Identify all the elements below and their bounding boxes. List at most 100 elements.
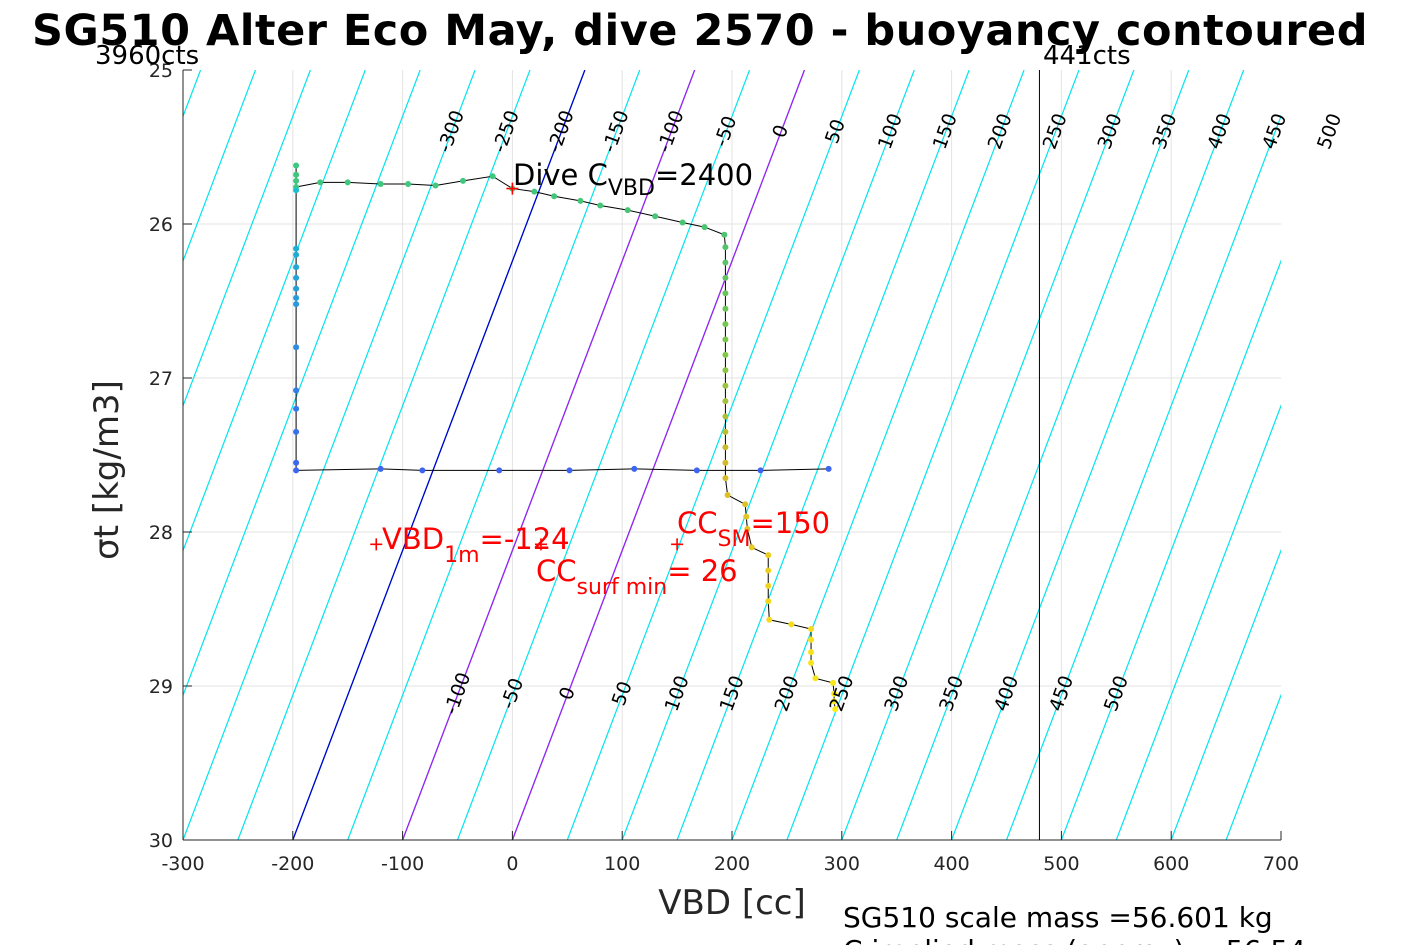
data-point — [693, 467, 700, 474]
data-point — [293, 344, 300, 351]
y-tick-label: 27 — [149, 368, 173, 390]
contour-line — [566, 70, 860, 840]
data-series — [293, 162, 839, 713]
contour-label-bottom: 250 — [825, 673, 858, 715]
annotation-cc-sm-suffix: =150 — [750, 506, 830, 540]
contour-label-top: -50 — [710, 113, 741, 150]
data-point — [293, 294, 300, 301]
contour-line — [896, 70, 1190, 840]
contour-label-bottom: 300 — [880, 673, 913, 715]
highlight-line — [401, 70, 696, 840]
data-point — [742, 501, 749, 508]
data-point — [293, 251, 300, 258]
data-point — [293, 387, 300, 394]
data-point — [531, 188, 538, 195]
annotation-cc-surf-min: CCsurf min= 26 — [536, 554, 738, 600]
data-point — [748, 544, 755, 551]
data-point — [744, 525, 751, 532]
contour-label-bottom: -100 — [440, 670, 475, 718]
footer-implied-mass: C implied mass (approx) = 56.54 — [843, 934, 1306, 945]
data-point — [722, 274, 729, 281]
footer-scale-mass: SG510 scale mass =56.601 kg — [843, 901, 1273, 934]
contour-line — [676, 70, 970, 840]
contour-label-bottom: 150 — [716, 673, 749, 715]
data-point — [344, 179, 351, 186]
contour-label-top: 400 — [1203, 111, 1236, 153]
data-point — [577, 197, 584, 204]
data-point — [293, 264, 300, 271]
data-point — [765, 582, 772, 589]
data-point — [293, 274, 300, 281]
data-point — [722, 351, 729, 358]
corner-left-label: 3960cts — [95, 41, 199, 71]
data-point — [566, 467, 573, 474]
contour-label-bottom: 500 — [1100, 673, 1133, 715]
y-axis-label-group: σt [kg/m3] — [87, 380, 127, 560]
data-point — [722, 428, 729, 435]
contour-label-bottom: 50 — [608, 678, 637, 708]
data-point — [624, 207, 631, 214]
contour-line — [347, 70, 641, 840]
data-point — [788, 621, 795, 628]
data-point — [722, 244, 729, 251]
contour-line — [183, 70, 476, 840]
contour-line — [621, 70, 915, 840]
grid — [183, 70, 1281, 840]
contour-label-bottom: 450 — [1045, 673, 1078, 715]
x-tick-label: 600 — [1153, 853, 1189, 875]
chart-title: SG510 Alter Eco May, dive 2570 - buoyanc… — [32, 6, 1368, 56]
annotation-vbd-1m-sub: 1m — [444, 543, 479, 568]
marker-plus — [370, 538, 383, 551]
contour-line — [786, 70, 1080, 840]
contour-label-bottom: 100 — [661, 673, 694, 715]
contour-label-top: 150 — [929, 111, 962, 153]
data-point — [830, 679, 837, 686]
data-point — [432, 182, 439, 189]
contour-label-top: 0 — [768, 122, 793, 141]
data-point — [496, 467, 503, 474]
data-point — [459, 177, 466, 184]
contour-label-bottom: 0 — [555, 684, 580, 703]
y-tick-label: 25 — [149, 60, 173, 82]
data-point — [808, 636, 815, 643]
contour-label-bottom: 400 — [990, 673, 1023, 715]
data-point — [722, 475, 729, 482]
highlight-line — [511, 70, 806, 840]
data-point — [652, 213, 659, 220]
x-tick-label: 300 — [824, 853, 860, 875]
contour-label-top: -200 — [543, 107, 578, 155]
contour-label-top: -300 — [434, 107, 469, 155]
contour-line — [1005, 114, 1281, 840]
contour-line — [237, 70, 531, 840]
annotation-vbd-1m: VBD1m=-124 — [382, 522, 570, 568]
contour-label-bottom: 350 — [935, 673, 968, 715]
annotation-dive-cvbd-prefix: Dive C — [513, 158, 608, 192]
y-tick-label: 28 — [149, 522, 173, 544]
data-point — [724, 492, 731, 499]
data-point — [832, 706, 839, 713]
data-point — [377, 465, 384, 472]
data-point — [825, 465, 832, 472]
contour-line — [1170, 548, 1281, 840]
data-point — [722, 259, 729, 266]
data-point — [377, 180, 384, 187]
data-point — [808, 659, 815, 666]
annotation-dive-cvbd: Dive CVBD=2400 — [513, 158, 753, 201]
marker-plus — [671, 538, 684, 551]
data-point — [293, 301, 300, 308]
x-tick-label: 100 — [604, 853, 640, 875]
tick-labels: -300 -200 -100 0 100 200 300 400 500 600 700252627… — [149, 60, 1299, 875]
data-point — [722, 321, 729, 328]
x-tick-label: -200 — [271, 853, 314, 875]
data-point — [293, 187, 300, 194]
marker-plus — [534, 538, 547, 551]
contour-line — [456, 70, 751, 840]
contour-line — [183, 70, 366, 553]
contour-line — [183, 70, 421, 697]
series-line-0 — [295, 165, 836, 710]
data-point — [722, 290, 729, 297]
contour-line — [1280, 838, 1281, 840]
contour-label-top: -150 — [598, 107, 633, 155]
data-point — [293, 428, 300, 435]
data-point — [831, 698, 838, 705]
